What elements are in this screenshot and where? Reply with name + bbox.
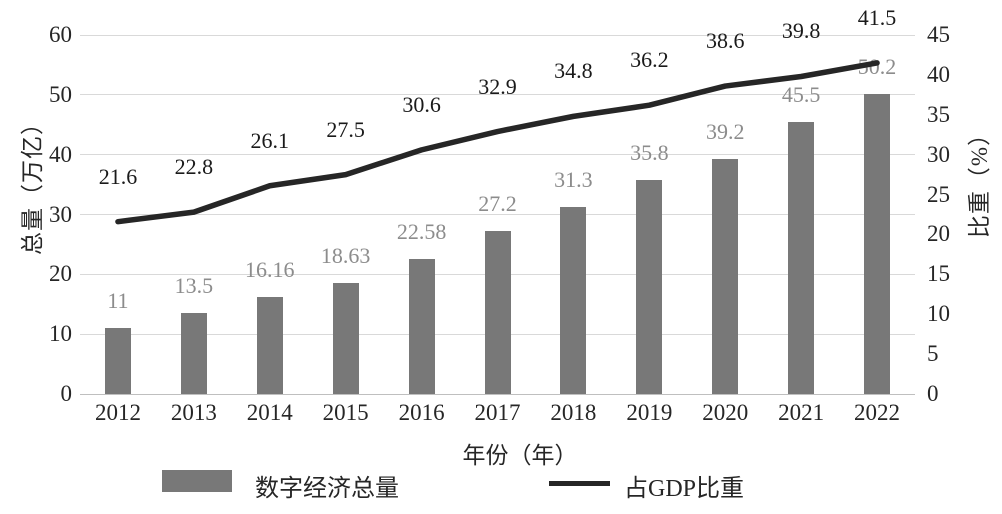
line-value-label: 39.8 [781, 18, 821, 44]
legend-line-label: 占GDP比重 [624, 476, 745, 502]
bar-value-label: 27.2 [478, 191, 517, 217]
right-axis-tick-label: 0 [927, 381, 939, 406]
line-value-label: 41.5 [857, 4, 897, 30]
bar-2016 [408, 258, 435, 394]
bar-value-label: 35.8 [630, 139, 669, 165]
bar-2012 [104, 328, 131, 394]
x-axis-title: 年份（年） [462, 443, 578, 468]
left-axis-tick-label: 20 [49, 261, 72, 287]
legend-bar-swatch [162, 470, 232, 492]
bar-value-label: 22.58 [396, 218, 447, 244]
x-tick-label: 2013 [170, 400, 217, 425]
right-axis-tick-label: 35 [927, 101, 950, 127]
gridline [80, 214, 915, 215]
bar-2015 [332, 282, 359, 394]
bar-2019 [636, 179, 663, 394]
line-value-label: 30.6 [402, 91, 441, 117]
bar-value-label: 45.5 [781, 81, 821, 107]
x-tick-label: 2012 [94, 400, 141, 425]
gridline [80, 154, 915, 156]
line-value-label: 36.2 [630, 47, 669, 73]
gridline [80, 94, 915, 96]
right-axis-tick-label: 15 [927, 261, 950, 287]
x-tick-label: 2017 [474, 400, 521, 425]
line-value-label: 26.1 [250, 127, 290, 153]
bar-2018 [560, 206, 587, 394]
right-axis-tick-label: 5 [927, 341, 939, 367]
bar-value-label: 18.63 [320, 242, 371, 268]
bar-2014 [256, 297, 283, 394]
gridline [80, 34, 915, 36]
x-tick-label: 2021 [778, 400, 825, 425]
left-axis-tick-label: 60 [49, 22, 72, 47]
bar-value-label: 31.3 [554, 166, 593, 192]
right-axis-tick-label: 20 [927, 221, 950, 247]
line-value-label: 34.8 [554, 58, 593, 84]
left-axis-tick-label: 10 [49, 321, 72, 347]
gridline [80, 393, 915, 395]
bar-value-label: 11 [107, 288, 129, 314]
bar-2021 [788, 121, 815, 394]
bar-2013 [180, 313, 207, 394]
left-axis-tick-label: 50 [49, 81, 72, 107]
line-value-label: 27.5 [326, 116, 365, 142]
legend-line-swatch [549, 481, 610, 486]
left-axis-tick-label: 40 [49, 141, 72, 167]
bar-value-label: 39.2 [705, 119, 745, 145]
x-tick-label: 2022 [854, 400, 901, 425]
line-value-label: 32.9 [478, 73, 517, 99]
x-tick-label: 2019 [626, 400, 673, 425]
legend-bar-label: 数字经济总量 [255, 476, 399, 502]
line-value-label: 38.6 [705, 28, 745, 54]
x-tick-label: 2016 [398, 400, 445, 425]
x-tick-label: 2020 [702, 400, 749, 425]
left-axis-tick-label: 30 [49, 201, 72, 227]
right-axis-tick-label: 40 [927, 61, 950, 87]
bar-value-label: 13.5 [174, 273, 214, 299]
x-tick-label: 2018 [550, 400, 597, 425]
right-axis-tick-label: 45 [927, 22, 950, 47]
bar-value-label: 16.16 [245, 257, 295, 283]
right-axis-tick-label: 10 [927, 301, 950, 327]
bar-2017 [484, 231, 511, 394]
bar-2022 [864, 93, 891, 394]
right-axis-tick-label: 25 [927, 181, 950, 207]
bar-2020 [712, 159, 739, 394]
right-axis-tick-label: 30 [927, 141, 950, 167]
line-value-label: 21.6 [98, 163, 138, 189]
left-axis-tick-label: 0 [60, 381, 73, 406]
x-tick-label: 2015 [322, 400, 369, 425]
line-value-label: 22.8 [174, 154, 214, 180]
x-tick-label: 2014 [246, 400, 293, 425]
